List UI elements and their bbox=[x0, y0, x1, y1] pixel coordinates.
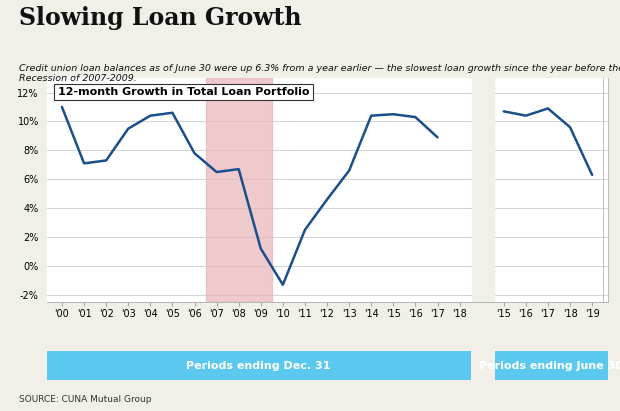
Text: 12-month Growth in Total Loan Portfolio: 12-month Growth in Total Loan Portfolio bbox=[58, 87, 309, 97]
Bar bbox=[206, 78, 272, 302]
Text: SOURCE: CUNA Mutual Group: SOURCE: CUNA Mutual Group bbox=[19, 395, 151, 404]
Text: Periods ending June 30: Periods ending June 30 bbox=[479, 361, 620, 371]
Text: Periods ending Dec. 31: Periods ending Dec. 31 bbox=[187, 361, 330, 371]
Bar bbox=[472, 78, 494, 302]
Text: Slowing Loan Growth: Slowing Loan Growth bbox=[19, 6, 301, 30]
Text: Credit union loan balances as of June 30 were up 6.3% from a year earlier — the : Credit union loan balances as of June 30… bbox=[19, 64, 620, 83]
